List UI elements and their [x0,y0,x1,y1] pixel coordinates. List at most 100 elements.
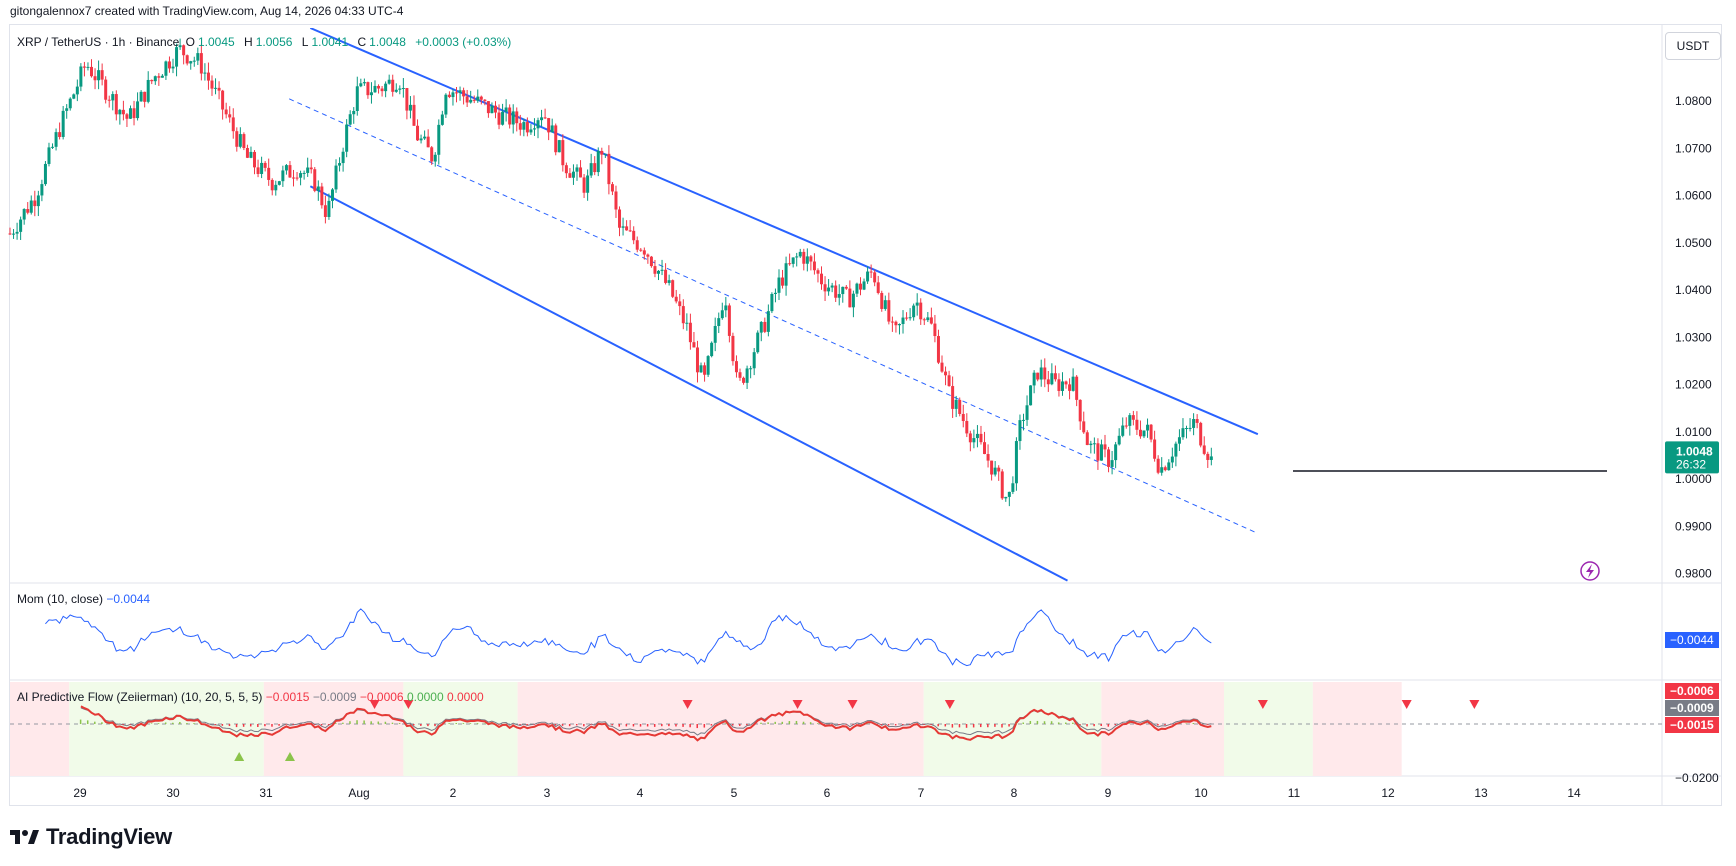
candle [299,170,303,186]
flow-histogram-bar [979,724,982,728]
candle [915,293,919,316]
candle [618,206,622,237]
candle-body [1114,444,1118,461]
candle [1075,375,1079,407]
time-axis[interactable]: 29 30 31 Aug 2 3 4 5 6 7 8 9 10 11 12 13 14 [73,786,1581,800]
candle-body [295,177,299,179]
flow-histogram-bar [391,722,394,724]
candle [1177,429,1181,452]
momentum-label[interactable]: Mom (10, close) [17,592,104,606]
candle-body [291,177,295,179]
candle-body [958,399,962,414]
flow-histogram-bar [1043,721,1046,724]
candle-body [323,205,327,217]
candle-body [940,362,944,372]
candle-body [394,89,398,92]
candle-body [532,128,536,130]
flow-histogram-bar [632,724,635,727]
flow-histogram-bar [384,721,387,724]
flow-histogram-bar [661,724,663,727]
candle [1114,441,1118,469]
candle-body [253,151,257,168]
candle-body [1156,458,1160,473]
candle [12,229,16,239]
candle [781,269,785,289]
candle-body [210,80,214,89]
regression-channel [288,28,1607,582]
flow-histogram-bar [809,722,812,724]
momentum-badge-value: −0.0044 [1670,633,1714,647]
candle [589,153,593,178]
candle-body [8,233,12,235]
momentum-badge-bg [1665,632,1719,648]
candle-body [203,72,207,74]
candle [688,313,692,350]
candle [352,107,356,124]
candle [256,159,260,178]
candle-body [444,94,448,115]
flow-histogram-bar [909,724,911,725]
candle [380,85,384,97]
lightning-icon-bolt [1586,564,1594,578]
candle [323,195,327,224]
candle [851,290,855,318]
candle-body [649,256,653,267]
candle-body [610,184,614,192]
candle [1117,428,1121,446]
candle [649,255,653,268]
candle-body [164,61,168,76]
candle-body [699,365,703,373]
flow-histogram-bar [398,723,401,724]
price-tick-label: 1.0300 [1675,330,1712,344]
candle [185,54,189,66]
price-axis[interactable]: 1.09001.08001.07001.06001.05001.04001.03… [1665,47,1719,581]
flow-histogram-bar [1050,721,1053,724]
candle [1036,372,1040,382]
candle [1032,370,1036,394]
candle-body [678,301,682,307]
flow-histogram-bar [79,719,82,724]
flow-histogram-bar [285,724,287,725]
candle-body [433,154,437,162]
flow-histogram-bar [1079,724,1081,726]
currency-button[interactable]: USDT [1665,32,1721,60]
momentum-legend[interactable]: Mom (10, close) −0.0044 [17,592,150,606]
candle [791,257,795,268]
candle-body [508,107,512,125]
candle [933,314,937,343]
candle [1199,421,1203,448]
candle-body [1050,373,1054,385]
candle [664,263,668,285]
candle-body [738,372,742,378]
flow-histogram-bar [1029,720,1032,724]
symbol-name[interactable]: XRP / TetherUS · 1h · Binance [17,35,180,49]
candle-body [469,99,473,103]
candle [281,165,285,187]
predictive-flow-legend[interactable]: AI Predictive Flow (Zeiierman) (10, 20, … [17,690,484,704]
candle-body [873,272,877,283]
flow-histogram-bar [944,724,947,727]
candle-body [1064,381,1068,385]
candle [529,124,533,135]
candle [940,355,944,373]
predictive-flow-label[interactable]: AI Predictive Flow (Zeiierman) (10, 20, … [17,690,263,704]
candle [359,78,363,88]
last-price-value: 1.0048 [1676,444,1713,458]
flow-histogram-bar [696,724,698,729]
flow-histogram-bar [739,724,741,726]
candle-body [267,167,271,180]
candle-body [688,322,692,343]
candle-body [671,280,675,297]
candle-body [338,163,342,166]
candle-body [260,162,264,174]
candle [727,303,731,343]
candle [29,195,33,215]
candle-body [1153,439,1157,459]
tradingview-logo[interactable]: TradingView [10,824,172,850]
candle-body [65,108,69,111]
flow-histogram-bar [852,724,854,725]
candle [270,178,274,196]
candle [90,59,94,78]
